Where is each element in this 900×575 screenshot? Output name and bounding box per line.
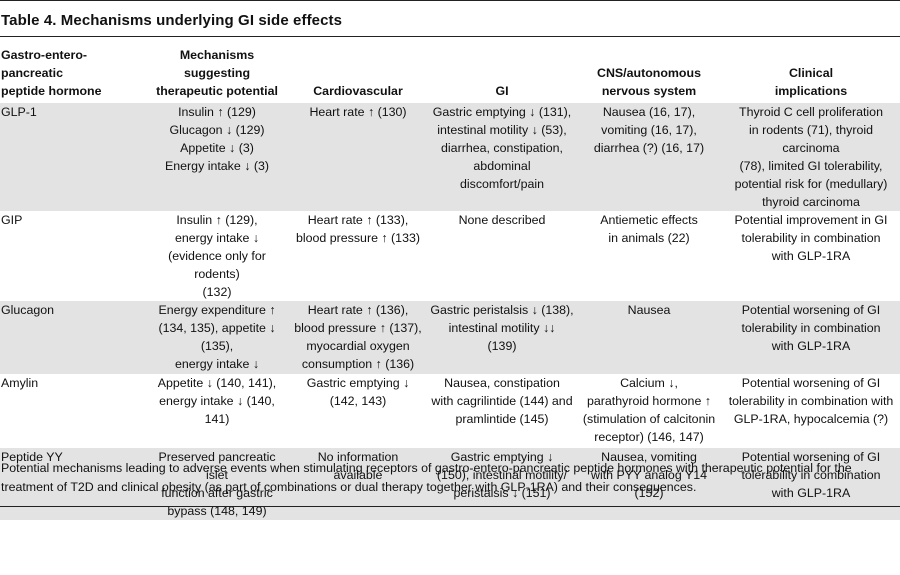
- header-cns: CNS/autonomous nervous system: [597, 66, 701, 98]
- top-rule: [0, 0, 900, 1]
- cell-hormone: Amylin: [1, 376, 39, 390]
- table-row: Peptide YY Preserved pancreatic islet fu…: [0, 448, 900, 520]
- cell-mechanisms: Energy expenditure ↑ (134, 135), appetit…: [146, 301, 288, 374]
- cell-cardiovascular: Heart rate ↑ (130): [288, 103, 428, 211]
- cell-clinical: Potential improvement in GI tolerability…: [734, 213, 888, 263]
- cell-clinical: Potential worsening of GI tolerability i…: [728, 376, 894, 426]
- bottom-rule: [0, 506, 900, 507]
- cell-cns: Nausea: [576, 301, 722, 374]
- cell-hormone: Glucagon: [0, 301, 146, 374]
- cell-gi: Nausea, constipation with cagrilintide (…: [431, 376, 573, 426]
- header-row: Gastro-entero-pancreatic peptide hormone…: [0, 44, 900, 103]
- cell-cardiovascular: No information available: [288, 448, 428, 520]
- table-footnote: Potential mechanisms leading to adverse …: [1, 461, 852, 494]
- header-gi: GI: [495, 84, 509, 98]
- header-cardiovascular: Cardiovascular: [313, 84, 403, 98]
- cell-cns: Antiemetic effects in animals (22): [600, 213, 698, 245]
- cell-cardiovascular: Heart rate ↑ (133), blood pressure ↑ (13…: [296, 213, 420, 245]
- cell-hormone: Peptide YY: [0, 448, 146, 520]
- cell-gi: Gastric emptying ↓ (150), intestinal mot…: [428, 448, 576, 520]
- header-clinical: Clinical implications: [774, 66, 848, 98]
- cell-cardiovascular: Gastric emptying ↓ (142, 143): [306, 376, 410, 408]
- table-row: GLP-1 Insulin ↑ (129) Glucagon ↓ (129) A…: [0, 103, 900, 211]
- cell-mechanisms: Appetite ↓ (140, 141), energy intake ↓ (…: [157, 376, 277, 426]
- title-rule: [0, 36, 900, 37]
- cell-clinical: Thyroid C cell proliferation in rodents …: [722, 103, 900, 211]
- cell-gi: None described: [458, 213, 546, 227]
- cell-gi: Gastric peristalsis ↓ (138), intestinal …: [428, 301, 576, 374]
- cell-hormone: GLP-1: [0, 103, 146, 211]
- cell-clinical: Potential worsening of GI tolerability i…: [722, 448, 900, 520]
- header-hormone: Gastro-entero-pancreatic peptide hormone: [1, 48, 102, 98]
- cell-mechanisms: Insulin ↑ (129), energy intake ↓ (eviden…: [168, 213, 266, 299]
- cell-clinical: Potential worsening of GI tolerability i…: [722, 301, 900, 374]
- cell-cns: Nausea (16, 17), vomiting (16, 17), diar…: [576, 103, 722, 211]
- cell-cns: Calcium ↓, parathyroid hormone ↑ (stimul…: [582, 376, 716, 444]
- cell-gi: Gastric emptying ↓ (131), intestinal mot…: [428, 103, 576, 211]
- cell-cardiovascular: Heart rate ↑ (136), blood pressure ↑ (13…: [288, 301, 428, 374]
- header-mechanisms: Mechanisms suggesting therapeutic potent…: [156, 48, 278, 98]
- cell-mechanisms: Insulin ↑ (129) Glucagon ↓ (129) Appetit…: [146, 103, 288, 211]
- table-title: Table 4. Mechanisms underlying GI side e…: [1, 12, 343, 29]
- cell-cns: Nausea, vomiting with PYY analog Y14 (15…: [576, 448, 722, 520]
- cell-hormone: GIP: [1, 213, 23, 227]
- data-table: Gastro-entero-pancreatic peptide hormone…: [0, 44, 900, 520]
- table-row: GIP Insulin ↑ (129), energy intake ↓ (ev…: [0, 211, 900, 301]
- table-row: Glucagon Energy expenditure ↑ (134, 135)…: [0, 301, 900, 374]
- table-row: Amylin Appetite ↓ (140, 141), energy int…: [0, 374, 900, 448]
- cell-mechanisms: Preserved pancreatic islet function afte…: [146, 448, 288, 520]
